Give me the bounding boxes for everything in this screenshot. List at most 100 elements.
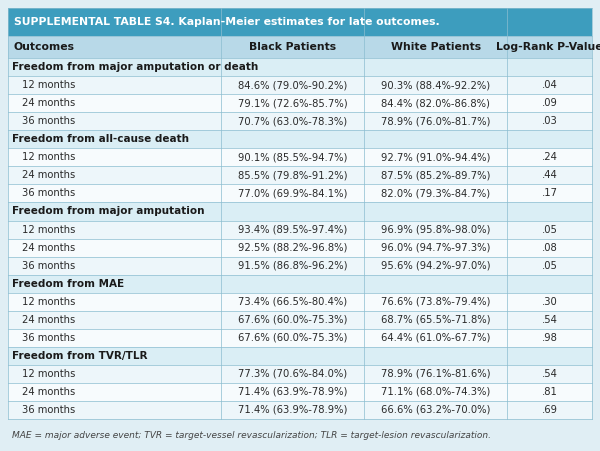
Bar xyxy=(508,401,592,419)
Text: 64.4% (61.0%-67.7%): 64.4% (61.0%-67.7%) xyxy=(381,333,490,343)
Bar xyxy=(221,275,364,293)
Text: 66.6% (63.2%-70.0%): 66.6% (63.2%-70.0%) xyxy=(381,405,490,415)
Bar xyxy=(364,347,508,365)
Bar xyxy=(364,257,508,275)
Text: 90.1% (85.5%-94.7%): 90.1% (85.5%-94.7%) xyxy=(238,152,347,162)
Bar xyxy=(8,112,221,130)
Text: Black Patients: Black Patients xyxy=(249,42,336,52)
Text: 84.6% (79.0%-90.2%): 84.6% (79.0%-90.2%) xyxy=(238,80,347,90)
Text: 36 months: 36 months xyxy=(22,405,75,415)
Text: .54: .54 xyxy=(542,315,557,325)
Bar xyxy=(221,347,364,365)
Bar xyxy=(508,383,592,401)
Text: 71.1% (68.0%-74.3%): 71.1% (68.0%-74.3%) xyxy=(381,387,490,397)
Bar xyxy=(508,293,592,311)
Text: 12 months: 12 months xyxy=(22,369,76,379)
Text: 71.4% (63.9%-78.9%): 71.4% (63.9%-78.9%) xyxy=(238,387,347,397)
Text: 36 months: 36 months xyxy=(22,189,75,198)
Bar xyxy=(8,184,221,202)
Bar xyxy=(508,202,592,221)
Text: .54: .54 xyxy=(542,369,557,379)
Bar xyxy=(364,221,508,239)
Bar xyxy=(8,202,221,221)
Bar xyxy=(508,94,592,112)
Bar xyxy=(8,347,221,365)
Bar xyxy=(221,311,364,329)
Bar xyxy=(364,365,508,383)
Bar xyxy=(364,239,508,257)
Text: Freedom from all-cause death: Freedom from all-cause death xyxy=(12,134,189,144)
Bar xyxy=(221,94,364,112)
Bar xyxy=(508,221,592,239)
Bar xyxy=(508,36,592,58)
Bar xyxy=(364,148,508,166)
Text: 84.4% (82.0%-86.8%): 84.4% (82.0%-86.8%) xyxy=(382,98,490,108)
Bar xyxy=(8,275,221,293)
Bar xyxy=(508,365,592,383)
Text: 24 months: 24 months xyxy=(22,315,75,325)
Text: 82.0% (79.3%-84.7%): 82.0% (79.3%-84.7%) xyxy=(381,189,490,198)
Bar xyxy=(8,365,221,383)
Text: .04: .04 xyxy=(542,80,557,90)
Bar xyxy=(8,383,221,401)
Text: 79.1% (72.6%-85.7%): 79.1% (72.6%-85.7%) xyxy=(238,98,347,108)
Bar xyxy=(508,76,592,94)
Bar xyxy=(221,166,364,184)
Text: 12 months: 12 months xyxy=(22,297,76,307)
Text: Freedom from TVR/TLR: Freedom from TVR/TLR xyxy=(12,351,148,361)
Text: 73.4% (66.5%-80.4%): 73.4% (66.5%-80.4%) xyxy=(238,297,347,307)
Bar xyxy=(508,239,592,257)
Bar xyxy=(364,112,508,130)
Text: SUPPLEMENTAL TABLE S4. Kaplan-Meier estimates for late outcomes.: SUPPLEMENTAL TABLE S4. Kaplan-Meier esti… xyxy=(14,17,440,27)
Text: Freedom from major amputation or death: Freedom from major amputation or death xyxy=(12,62,258,72)
Text: 24 months: 24 months xyxy=(22,98,75,108)
Text: 77.0% (69.9%-84.1%): 77.0% (69.9%-84.1%) xyxy=(238,189,347,198)
Bar xyxy=(221,36,364,58)
Text: .17: .17 xyxy=(542,189,557,198)
Bar xyxy=(221,130,364,148)
Bar xyxy=(364,383,508,401)
Bar xyxy=(221,202,364,221)
Text: 36 months: 36 months xyxy=(22,333,75,343)
Text: 12 months: 12 months xyxy=(22,80,76,90)
Bar xyxy=(508,275,592,293)
Bar xyxy=(508,130,592,148)
Text: 36 months: 36 months xyxy=(22,116,75,126)
Bar xyxy=(221,76,364,94)
Bar xyxy=(364,202,508,221)
Text: .08: .08 xyxy=(542,243,557,253)
Text: .05: .05 xyxy=(542,261,557,271)
Text: 85.5% (79.8%-91.2%): 85.5% (79.8%-91.2%) xyxy=(238,170,347,180)
Text: Log-Rank P-Value: Log-Rank P-Value xyxy=(496,42,600,52)
Text: 68.7% (65.5%-71.8%): 68.7% (65.5%-71.8%) xyxy=(381,315,491,325)
Bar xyxy=(8,148,221,166)
Text: 96.0% (94.7%-97.3%): 96.0% (94.7%-97.3%) xyxy=(381,243,490,253)
Bar xyxy=(508,311,592,329)
Text: 93.4% (89.5%-97.4%): 93.4% (89.5%-97.4%) xyxy=(238,225,347,235)
Bar xyxy=(508,257,592,275)
Text: .05: .05 xyxy=(542,225,557,235)
Bar xyxy=(508,184,592,202)
Bar xyxy=(508,347,592,365)
Bar xyxy=(364,94,508,112)
Bar xyxy=(364,58,508,76)
Bar xyxy=(8,311,221,329)
Bar xyxy=(221,148,364,166)
Bar xyxy=(8,401,221,419)
Bar xyxy=(221,184,364,202)
Text: .30: .30 xyxy=(542,297,557,307)
Bar xyxy=(8,8,592,36)
Bar xyxy=(364,184,508,202)
Text: 92.5% (88.2%-96.8%): 92.5% (88.2%-96.8%) xyxy=(238,243,347,253)
Text: Freedom from MAE: Freedom from MAE xyxy=(12,279,124,289)
Text: 24 months: 24 months xyxy=(22,243,75,253)
Bar xyxy=(221,112,364,130)
Bar xyxy=(8,166,221,184)
Bar xyxy=(8,329,221,347)
Bar xyxy=(364,293,508,311)
Bar xyxy=(8,239,221,257)
Text: .44: .44 xyxy=(542,170,557,180)
Bar xyxy=(221,329,364,347)
Text: 77.3% (70.6%-84.0%): 77.3% (70.6%-84.0%) xyxy=(238,369,347,379)
Bar xyxy=(221,383,364,401)
